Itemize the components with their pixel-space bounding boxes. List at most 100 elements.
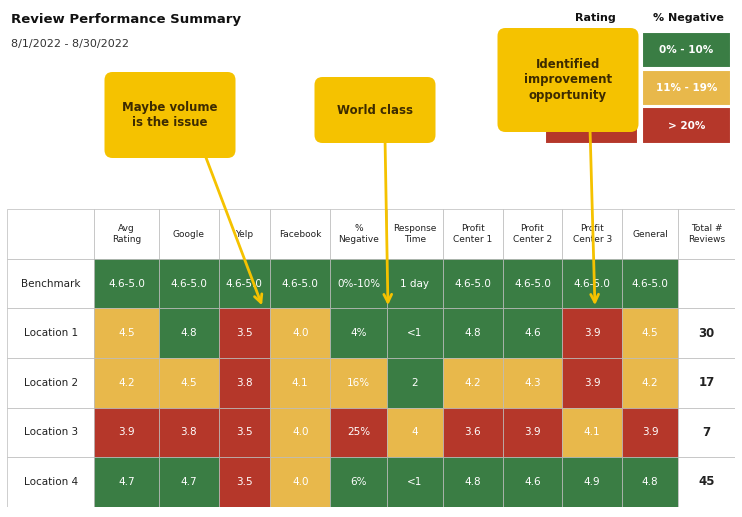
Text: Location 3: Location 3 [24, 428, 78, 437]
Text: 3.9: 3.9 [584, 378, 600, 388]
Text: 4.6-5.0: 4.6-5.0 [171, 279, 207, 288]
Text: General: General [632, 230, 668, 239]
Bar [678, 407, 735, 457]
Bar [622, 209, 678, 259]
Bar [330, 358, 387, 407]
Bar [545, 32, 638, 68]
Text: 16%: 16% [347, 378, 370, 388]
Text: 4.7: 4.7 [180, 477, 197, 487]
Bar [330, 309, 387, 358]
Text: 4.2: 4.2 [642, 378, 658, 388]
Text: 3.6: 3.6 [464, 428, 481, 437]
Bar [94, 209, 159, 259]
Text: 4.6-5.0: 4.6-5.0 [631, 279, 669, 288]
Text: 4.8: 4.8 [464, 477, 481, 487]
Bar [219, 407, 270, 457]
Bar [562, 457, 622, 507]
Text: 4.9: 4.9 [584, 477, 600, 487]
Bar [159, 309, 219, 358]
Bar [330, 209, 387, 259]
Text: 4.6: 4.6 [524, 328, 541, 338]
Text: 3.8: 3.8 [180, 428, 197, 437]
Text: 3.5: 3.5 [236, 477, 252, 487]
Bar [502, 457, 562, 507]
Bar [159, 259, 219, 309]
Text: 0%-10%: 0%-10% [337, 279, 380, 288]
Text: Identified
improvement
opportunity: Identified improvement opportunity [524, 57, 612, 102]
Bar [159, 209, 219, 259]
Text: 8/1/2022 - 8/30/2022: 8/1/2022 - 8/30/2022 [11, 39, 129, 49]
Text: 4.8: 4.8 [180, 328, 197, 338]
Text: 4%: 4% [350, 328, 367, 338]
Bar [678, 259, 735, 309]
Bar [7, 259, 94, 309]
Text: 4.0: 4.0 [292, 477, 309, 487]
Text: 4.6-5.0: 4.6-5.0 [514, 279, 551, 288]
Bar [330, 407, 387, 457]
Text: 3.5: 3.5 [236, 328, 252, 338]
Text: <1: <1 [407, 328, 423, 338]
Bar [678, 358, 735, 407]
Bar [443, 309, 502, 358]
Bar [7, 457, 94, 507]
Text: 4.6: 4.6 [524, 477, 541, 487]
Text: 25%: 25% [347, 428, 370, 437]
Bar [622, 309, 678, 358]
Text: Maybe volume
is the issue: Maybe volume is the issue [122, 100, 217, 129]
Bar [7, 407, 94, 457]
Text: 45: 45 [698, 476, 715, 489]
Bar [219, 358, 270, 407]
Text: Location 2: Location 2 [24, 378, 78, 388]
Bar [387, 457, 443, 507]
Text: Total #
Reviews: Total # Reviews [688, 224, 725, 244]
Text: Profit
Center 2: Profit Center 2 [513, 224, 552, 244]
Text: 4.5: 4.5 [180, 378, 197, 388]
Text: 4.5: 4.5 [642, 328, 658, 338]
Bar [330, 457, 387, 507]
Text: 17: 17 [698, 376, 715, 389]
Text: 7: 7 [703, 426, 711, 439]
Bar [502, 407, 562, 457]
Text: 4.8: 4.8 [464, 328, 481, 338]
Bar [622, 259, 678, 309]
Bar [159, 407, 219, 457]
Text: 3.8: 3.8 [236, 378, 252, 388]
Bar [387, 358, 443, 407]
Bar [270, 259, 330, 309]
Bar [443, 457, 502, 507]
Bar [502, 358, 562, 407]
Bar [94, 358, 159, 407]
Bar [622, 457, 678, 507]
Text: 4.0: 4.0 [292, 428, 309, 437]
Text: 3.9: 3.9 [584, 328, 600, 338]
Text: Response
Time: Response Time [393, 224, 436, 244]
Bar [219, 457, 270, 507]
Text: 6%: 6% [350, 477, 367, 487]
Text: 11% - 19%: 11% - 19% [656, 83, 717, 93]
Bar [159, 358, 219, 407]
Bar [622, 407, 678, 457]
Bar [159, 457, 219, 507]
Text: >= 4.6: >= 4.6 [572, 45, 611, 55]
Bar [562, 358, 622, 407]
Bar [270, 457, 330, 507]
Bar [330, 259, 387, 309]
Bar [219, 309, 270, 358]
Bar [562, 209, 622, 259]
Bar [642, 69, 731, 107]
Text: Profit
Center 1: Profit Center 1 [453, 224, 493, 244]
Text: Profit
Center 3: Profit Center 3 [573, 224, 611, 244]
Bar [545, 108, 638, 144]
Bar [545, 69, 638, 107]
Bar [562, 407, 622, 457]
Text: 3.9: 3.9 [642, 428, 658, 437]
Bar [502, 259, 562, 309]
Text: Location 4: Location 4 [24, 477, 78, 487]
Text: Facebook: Facebook [279, 230, 321, 239]
Bar [7, 358, 94, 407]
Bar [387, 309, 443, 358]
Bar [94, 407, 159, 457]
Bar [94, 309, 159, 358]
Text: World class: World class [337, 103, 413, 116]
Bar [270, 407, 330, 457]
